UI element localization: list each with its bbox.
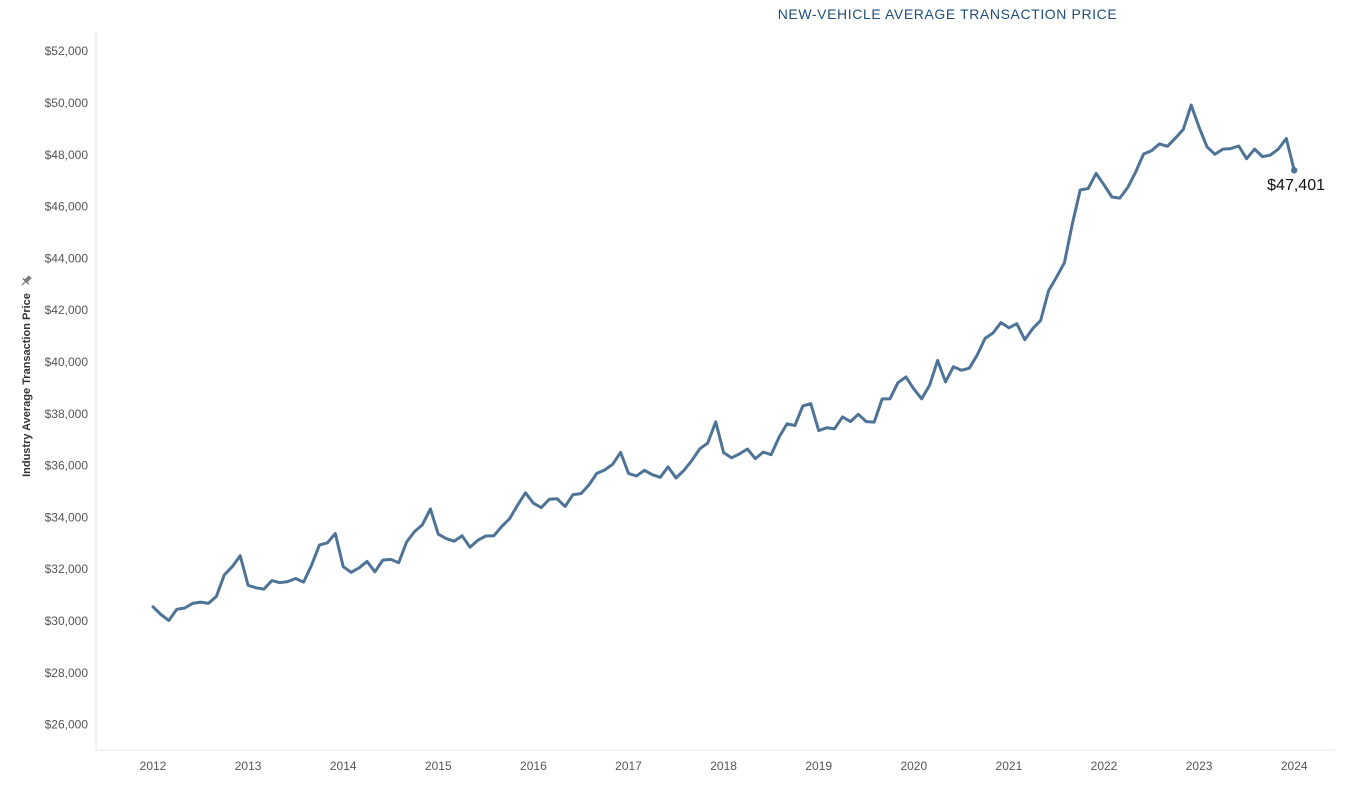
x-axis-ticks: 2012 2013 2014 2015 2016 2017 2018 2019 2020 2021… [140, 759, 1308, 773]
y-tick-label: $52,000 [45, 44, 89, 58]
x-tick-label: 2022 [1091, 759, 1118, 773]
y-tick-label: $44,000 [45, 251, 89, 265]
x-tick-label: 2018 [710, 759, 737, 773]
end-value-label: $47,401 [1267, 177, 1325, 194]
y-tick-label: $26,000 [45, 718, 89, 732]
series-line [151, 103, 1296, 622]
y-tick-label: $46,000 [45, 200, 89, 214]
x-tick-label: 2024 [1281, 759, 1308, 773]
y-tick-label: $48,000 [45, 148, 89, 162]
x-tick-label: 2019 [805, 759, 832, 773]
x-tick-label: 2014 [330, 759, 357, 773]
y-tick-label: $42,000 [45, 303, 89, 317]
x-tick-label: 2016 [520, 759, 547, 773]
y-tick-label: $38,000 [45, 407, 89, 421]
y-tick-label: $34,000 [45, 510, 89, 524]
y-tick-label: $32,000 [45, 562, 89, 576]
y-axis-ticks: $26,000 $28,000 $30,000 $32,000 $34,000 $36,0… [45, 44, 89, 731]
x-tick-label: 2017 [615, 759, 642, 773]
x-tick-label: 2013 [235, 759, 262, 773]
x-tick-label: 2021 [996, 759, 1023, 773]
y-tick-label: $36,000 [45, 459, 89, 473]
y-tick-label: $40,000 [45, 355, 89, 369]
x-tick-label: 2020 [900, 759, 927, 773]
x-tick-label: 2012 [140, 759, 167, 773]
y-tick-label: $30,000 [45, 614, 89, 628]
series [151, 103, 1298, 622]
x-tick-label: 2015 [425, 759, 452, 773]
x-tick-label: 2023 [1186, 759, 1213, 773]
y-tick-label: $28,000 [45, 666, 89, 680]
pin-icon[interactable] [19, 274, 33, 288]
axes [95, 32, 1335, 751]
y-tick-label: $50,000 [45, 96, 89, 110]
data-labels: $47,401 [1267, 177, 1325, 194]
chart-title: NEW-VEHICLE AVERAGE TRANSACTION PRICE [777, 6, 1118, 22]
end-point-marker[interactable] [1291, 167, 1298, 174]
